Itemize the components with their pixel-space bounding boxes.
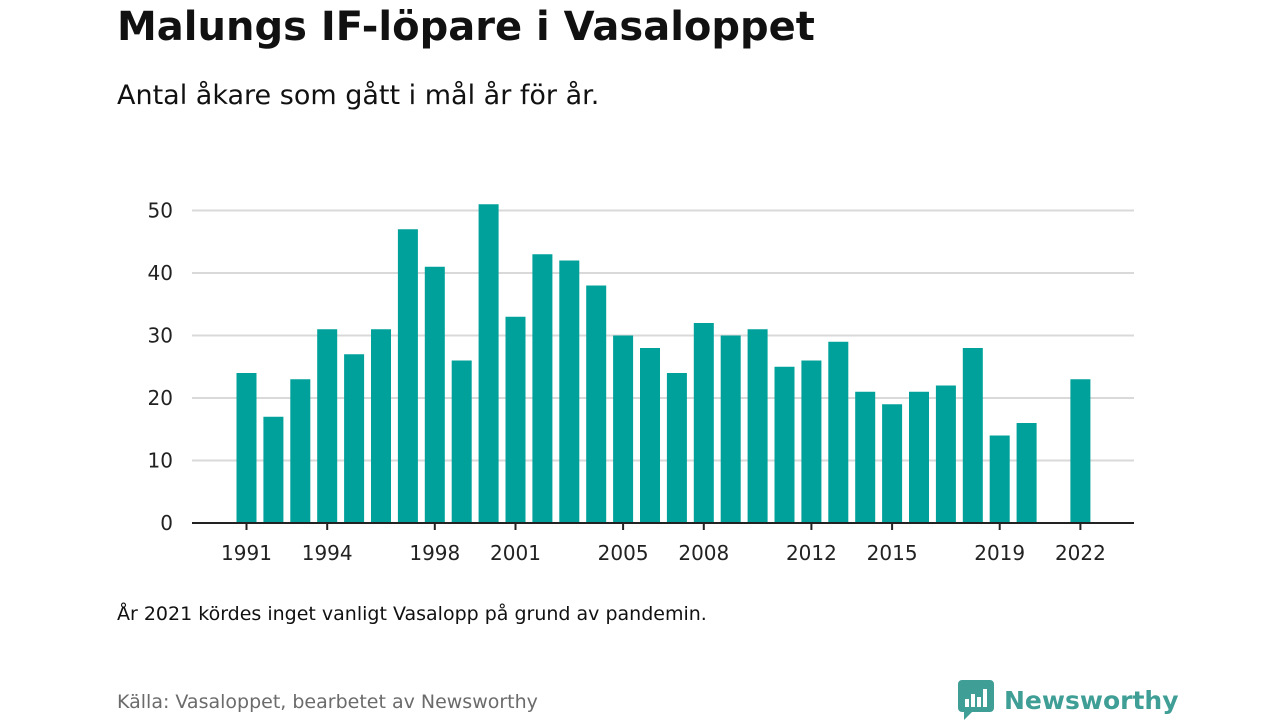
chart-note: År 2021 kördes inget vanligt Vasalopp på… — [117, 603, 707, 625]
x-tick-label: 2022 — [1055, 541, 1106, 565]
bar — [666, 373, 687, 523]
bar — [720, 335, 741, 523]
bar — [801, 360, 822, 523]
x-tick-label: 2008 — [678, 541, 729, 565]
y-tick-label: 30 — [148, 324, 173, 348]
bar — [1016, 423, 1037, 523]
newsworthy-logo: Newsworthy — [958, 680, 1179, 720]
bar — [290, 379, 311, 523]
newsworthy-logo-icon — [958, 680, 994, 720]
x-tick-label: 2012 — [786, 541, 837, 565]
bar — [397, 229, 418, 523]
bar — [236, 373, 257, 523]
bar — [774, 366, 795, 523]
bar — [424, 266, 445, 523]
brand-name: Newsworthy — [1004, 685, 1179, 715]
bar — [344, 354, 365, 523]
bar — [909, 391, 929, 523]
bar — [989, 435, 1010, 523]
bar — [532, 254, 553, 523]
bar — [371, 329, 391, 523]
bar — [586, 285, 607, 523]
x-tick-label: 1991 — [221, 541, 272, 565]
chart-source: Källa: Vasaloppet, bearbetet av Newswort… — [117, 691, 538, 713]
bar — [451, 360, 472, 523]
y-tick-label: 0 — [160, 511, 173, 535]
x-tick-label: 1998 — [409, 541, 460, 565]
x-tick-label: 1994 — [302, 541, 353, 565]
x-tick-label: 2005 — [598, 541, 649, 565]
chart-title: Malungs IF-löpare i Vasaloppet — [117, 4, 815, 50]
bar — [962, 348, 983, 523]
bar — [505, 316, 526, 523]
bar — [693, 323, 714, 523]
bar — [263, 416, 284, 523]
bar — [640, 348, 660, 523]
bar — [828, 341, 849, 523]
bar — [317, 329, 338, 523]
bar — [855, 391, 876, 523]
bar — [935, 385, 956, 523]
bar — [882, 404, 903, 523]
y-tick-label: 10 — [148, 449, 173, 473]
bar — [1070, 379, 1091, 523]
y-tick-label: 50 — [148, 199, 173, 223]
bar — [478, 204, 499, 523]
bar — [747, 329, 768, 523]
y-tick-label: 40 — [148, 261, 173, 285]
bar — [559, 260, 580, 523]
chart-subtitle: Antal åkare som gått i mål år för år. — [117, 80, 600, 111]
bar — [613, 335, 634, 523]
y-tick-label: 20 — [148, 386, 173, 410]
x-tick-label: 2001 — [490, 541, 541, 565]
x-tick-label: 2015 — [867, 541, 918, 565]
x-tick-label: 2019 — [974, 541, 1025, 565]
